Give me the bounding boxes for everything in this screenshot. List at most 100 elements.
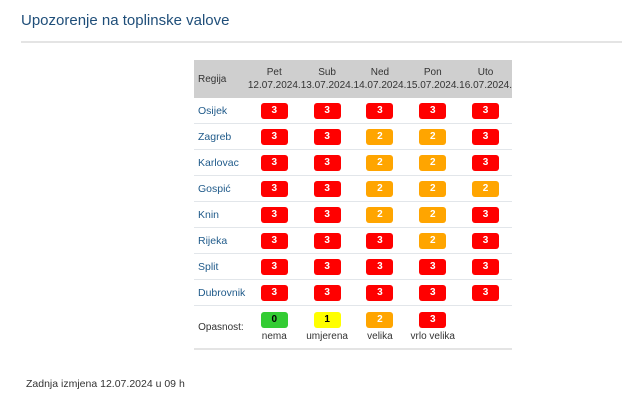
day-column-header: Pet 12.07.2024. [247, 60, 301, 98]
warning-level-badge: 3 [472, 232, 500, 249]
warning-cell: 3 [459, 201, 512, 228]
warning-cell: 3 [353, 279, 407, 306]
warning-cell: 2 [353, 175, 407, 202]
warning-level-badge: 3 [419, 258, 447, 275]
table-row: Split 3 3 3 3 3 [194, 253, 512, 280]
table-row: Dubrovnik 3 3 3 3 3 [194, 279, 512, 306]
last-modified: Zadnja izmjena 12.07.2024 u 09 h [26, 378, 185, 390]
region-link[interactable]: Rijeka [194, 227, 248, 254]
legend-item-label: umjerena [306, 331, 348, 342]
warning-cell: 3 [459, 253, 512, 280]
legend-item-3: 3 vrlo velika [406, 305, 460, 350]
region-link[interactable]: Karlovac [194, 149, 248, 176]
heatwave-table: Regija Pet 12.07.2024. Sub 13.07.2024. Ned… [194, 60, 512, 350]
warning-cell: 3 [247, 227, 301, 254]
table-row: Knin 3 3 2 2 3 [194, 201, 512, 228]
day-date: 15.07.2024. [406, 80, 460, 91]
warning-cell: 3 [247, 123, 301, 150]
warning-level-badge: 2 [419, 180, 447, 197]
warning-level-badge: 3 [260, 206, 288, 223]
warning-level-badge: 3 [366, 232, 394, 249]
warning-level-badge: 2 [472, 180, 500, 197]
region-link[interactable]: Split [194, 253, 248, 280]
day-column-header: Sub 13.07.2024. [300, 60, 354, 98]
warning-level-badge: 3 [472, 154, 500, 171]
warning-level-badge: 3 [260, 232, 288, 249]
day-name: Pon [423, 67, 442, 78]
warning-level-badge: 3 [313, 180, 341, 197]
warning-level-badge: 3 [313, 128, 341, 145]
legend-label: Opasnost: [194, 305, 248, 350]
warning-cell: 3 [406, 98, 460, 124]
warning-level-badge: 3 [472, 102, 500, 119]
legend-item-0: 0 nema [247, 305, 301, 350]
warning-cell: 3 [459, 279, 512, 306]
table-row: Gospić 3 3 2 2 2 [194, 175, 512, 202]
warning-cell: 3 [300, 123, 354, 150]
warning-cell: 3 [247, 98, 301, 124]
warning-cell: 3 [247, 279, 301, 306]
day-date: 14.07.2024. [353, 80, 407, 91]
warning-level-badge: 3 [260, 102, 288, 119]
warning-level-badge: 3 [260, 180, 288, 197]
warning-cell: 2 [406, 227, 460, 254]
warning-cell: 2 [459, 175, 512, 202]
region-link[interactable]: Knin [194, 201, 248, 228]
warning-cell: 3 [300, 98, 354, 124]
warning-cell: 3 [300, 279, 354, 306]
region-link[interactable]: Osijek [194, 98, 248, 124]
legend-badge: 1 [313, 312, 341, 328]
warning-level-badge: 3 [313, 102, 341, 119]
warning-level-badge: 3 [260, 284, 288, 301]
warning-cell: 3 [353, 98, 407, 124]
table-header-row: Regija Pet 12.07.2024. Sub 13.07.2024. Ned… [194, 60, 512, 98]
warning-level-badge: 3 [472, 128, 500, 145]
warning-level-badge: 3 [419, 102, 447, 119]
warning-level-badge: 2 [366, 154, 394, 171]
warning-cell: 3 [300, 149, 354, 176]
day-name: Uto [477, 67, 494, 78]
warning-cell: 3 [406, 253, 460, 280]
legend-item-label: velika [367, 331, 393, 342]
warning-level-badge: 3 [313, 232, 341, 249]
warning-cell: 3 [459, 98, 512, 124]
warning-level-badge: 2 [419, 206, 447, 223]
legend-row: Opasnost: 0 nema 1 umjerena 2 velika 3 vrlo … [194, 305, 512, 350]
warning-cell: 3 [353, 227, 407, 254]
warning-level-badge: 2 [366, 206, 394, 223]
warning-level-badge: 3 [260, 154, 288, 171]
day-column-header: Pon 15.07.2024. [406, 60, 460, 98]
warning-cell: 2 [353, 149, 407, 176]
day-column-header: Uto 16.07.2024. [459, 60, 512, 98]
day-date: 13.07.2024. [300, 80, 354, 91]
warning-cell: 3 [300, 175, 354, 202]
warning-cell: 2 [406, 123, 460, 150]
legend-badge: 3 [419, 312, 447, 328]
legend-item-label: nema [261, 331, 287, 342]
region-link[interactable]: Dubrovnik [194, 279, 248, 306]
region-link[interactable]: Zagreb [194, 123, 248, 150]
region-column-header: Regija [194, 60, 248, 98]
table-row: Karlovac 3 3 2 2 3 [194, 149, 512, 176]
warning-level-badge: 3 [313, 284, 341, 301]
title-divider [21, 41, 622, 43]
warning-level-badge: 2 [419, 128, 447, 145]
region-link[interactable]: Gospić [194, 175, 248, 202]
warning-level-badge: 2 [366, 180, 394, 197]
day-date: 12.07.2024. [247, 80, 301, 91]
warning-level-badge: 2 [419, 154, 447, 171]
warning-cell: 2 [406, 175, 460, 202]
warning-level-badge: 3 [472, 284, 500, 301]
warning-level-badge: 3 [366, 284, 394, 301]
day-name: Sub [318, 67, 336, 78]
warning-cell: 3 [247, 201, 301, 228]
warning-level-badge: 3 [472, 206, 500, 223]
warning-level-badge: 3 [313, 258, 341, 275]
warning-cell: 3 [300, 253, 354, 280]
warning-level-badge: 3 [472, 258, 500, 275]
day-column-header: Ned 14.07.2024. [353, 60, 407, 98]
warning-cell: 2 [406, 201, 460, 228]
warning-cell: 2 [353, 201, 407, 228]
warning-cell: 3 [459, 149, 512, 176]
day-name: Pet [266, 67, 282, 78]
